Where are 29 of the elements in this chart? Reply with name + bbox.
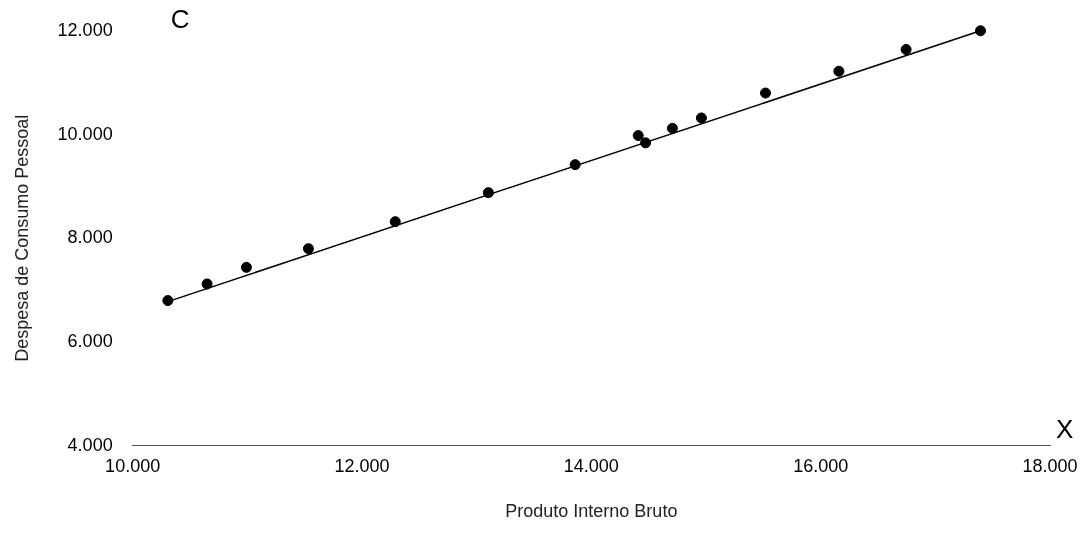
point [666, 122, 678, 134]
point [760, 87, 772, 99]
point [975, 25, 987, 37]
point [240, 261, 252, 273]
x-axis-title: Produto Interno Bruto [505, 501, 678, 522]
point [569, 159, 581, 171]
point [389, 216, 401, 228]
point [201, 278, 213, 290]
annotation: C [170, 4, 190, 35]
y-tick-label: 12.000 [57, 19, 113, 40]
x-tick-label: 12.000 [334, 455, 390, 476]
point [302, 243, 314, 255]
point [640, 137, 652, 149]
point [632, 130, 644, 142]
point [482, 187, 494, 199]
y-tick-label: 10.000 [57, 123, 113, 144]
point [833, 65, 845, 77]
text: X [1056, 413, 1074, 444]
point [900, 43, 912, 55]
y-tick-label: 6.000 [67, 331, 113, 352]
x-tick-label: 16.000 [793, 455, 849, 476]
point [695, 112, 707, 124]
y-tick-label: 4.000 [67, 434, 113, 455]
y-tick-label: 8.000 [67, 227, 113, 248]
y-axis-title: Despesa de Consumo Pessoal [11, 114, 32, 362]
x-tick-label: 14.000 [563, 455, 619, 476]
point [162, 295, 174, 307]
x-tick-label: 18.000 [1022, 455, 1078, 476]
x-tick-label: 10.000 [105, 455, 161, 476]
